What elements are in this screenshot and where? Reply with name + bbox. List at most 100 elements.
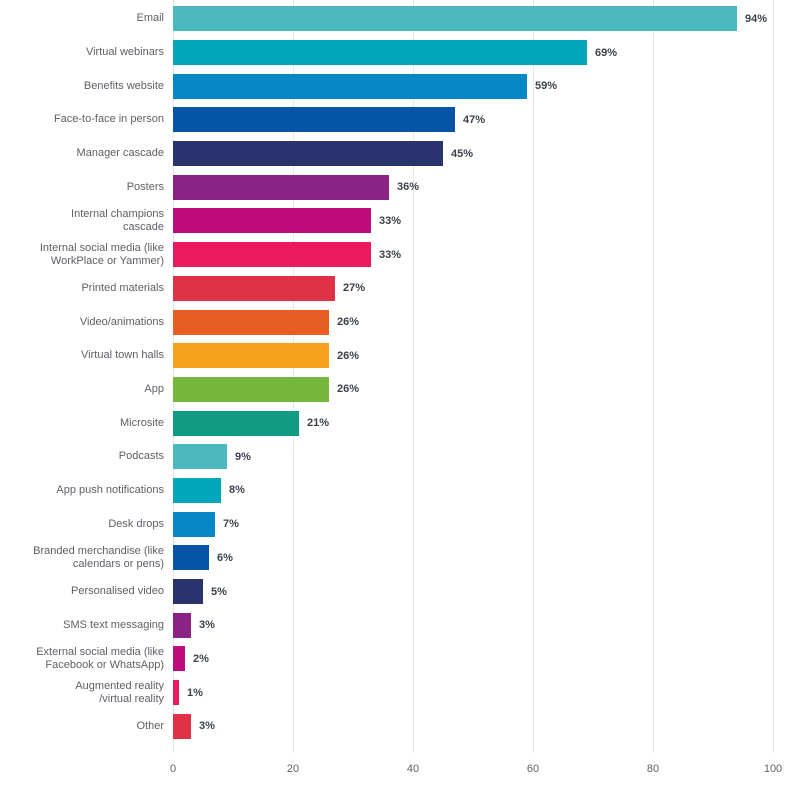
bar-track: 94% <box>173 6 800 32</box>
category-label: App <box>144 382 164 395</box>
value-label: 59% <box>535 80 558 93</box>
bar-track: 5% <box>173 579 800 605</box>
bar-track: 59% <box>173 73 800 99</box>
value-label: 3% <box>199 619 215 632</box>
bar <box>173 73 527 99</box>
bar-track: 3% <box>173 612 800 638</box>
bar-track: 1% <box>173 680 800 706</box>
bar-track: 45% <box>173 141 800 167</box>
value-label: 1% <box>187 686 203 699</box>
bar-row: Posters 36% <box>0 170 800 204</box>
bar-row: Branded merchandise (like calendars or p… <box>0 541 800 575</box>
category-label: Virtual town halls <box>81 349 164 362</box>
category-label: Branded merchandise (like calendars or p… <box>33 544 164 570</box>
bar-row: Virtual town halls 26% <box>0 339 800 373</box>
category-label: Personalised video <box>71 585 164 598</box>
x-axis: 0 20 40 60 80 100 <box>169 763 782 783</box>
gridline <box>293 0 294 753</box>
bar-track: 26% <box>173 376 800 402</box>
bar <box>173 376 329 402</box>
bar-track: 3% <box>173 713 800 739</box>
gridlines <box>173 0 774 753</box>
bar <box>173 242 371 268</box>
bar-row: App push notifications 8% <box>0 474 800 508</box>
category-label: Email <box>136 12 164 25</box>
bar-track: 27% <box>173 275 800 301</box>
value-label: 94% <box>745 12 768 25</box>
bar-row: Internal social media (like WorkPlace or… <box>0 238 800 272</box>
bar <box>173 545 209 571</box>
bar-track: 6% <box>173 545 800 571</box>
bar <box>173 174 389 200</box>
bar <box>173 511 215 537</box>
category-label: Desk drops <box>108 517 164 530</box>
bar-track: 2% <box>173 646 800 672</box>
value-label: 26% <box>337 383 360 396</box>
value-label: 6% <box>217 551 233 564</box>
bar-row: Face-to-face in person 47% <box>0 103 800 137</box>
bar <box>173 107 455 133</box>
bar <box>173 477 221 503</box>
category-label: Manager cascade <box>76 147 164 160</box>
bar-row: Podcasts 9% <box>0 440 800 474</box>
bar-row: Internal champions cascade 33% <box>0 204 800 238</box>
category-label: Virtual webinars <box>85 46 164 59</box>
bar <box>173 579 203 605</box>
category-label: SMS text messaging <box>63 618 164 631</box>
bar <box>173 343 329 369</box>
value-label: 27% <box>343 282 366 295</box>
x-tick-label: 0 <box>169 763 177 775</box>
category-label: Microsite <box>119 416 164 429</box>
bar-track: 69% <box>173 40 800 66</box>
category-label: Internal champions cascade <box>71 207 164 233</box>
bar <box>173 141 443 167</box>
category-label: Video/animations <box>79 315 164 328</box>
category-label: Internal social media (like WorkPlace or… <box>39 241 164 267</box>
bar-row: Video/animations 26% <box>0 305 800 339</box>
value-label: 33% <box>379 248 402 261</box>
bar-track: 21% <box>173 410 800 436</box>
bar-row: Microsite 21% <box>0 406 800 440</box>
bar-row: Augmented reality /virtual reality 1% <box>0 676 800 710</box>
bar-row: External social media (like Facebook or … <box>0 642 800 676</box>
bar-row: Personalised video 5% <box>0 575 800 609</box>
gridline <box>413 0 414 753</box>
gridline <box>533 0 534 753</box>
bar <box>173 713 191 739</box>
bar <box>173 680 179 706</box>
bar <box>173 208 371 234</box>
value-label: 26% <box>337 316 360 329</box>
category-label: Benefits website <box>83 79 164 92</box>
bar-row: Manager cascade 45% <box>0 137 800 171</box>
value-label: 33% <box>379 214 402 227</box>
gridline <box>653 0 654 753</box>
bar-row: Benefits website 59% <box>0 69 800 103</box>
x-tick-label: 80 <box>646 763 660 775</box>
bar-track: 8% <box>173 477 800 503</box>
bar-track: 36% <box>173 174 800 200</box>
value-label: 2% <box>193 652 209 665</box>
bar <box>173 6 737 32</box>
bar <box>173 410 299 436</box>
category-label: App push notifications <box>56 483 164 496</box>
bar-track: 26% <box>173 343 800 369</box>
category-label: Printed materials <box>81 281 164 294</box>
category-label: External social media (like Facebook or … <box>36 645 164 671</box>
value-label: 69% <box>595 46 618 59</box>
bar-track: 26% <box>173 309 800 335</box>
gridline <box>173 0 174 753</box>
x-tick-label: 40 <box>406 763 420 775</box>
x-tick-label: 20 <box>286 763 300 775</box>
bar <box>173 612 191 638</box>
bar-row: Virtual webinars 69% <box>0 36 800 70</box>
category-label: Augmented reality /virtual reality <box>75 679 164 705</box>
value-label: 45% <box>451 147 474 160</box>
bar-track: 33% <box>173 242 800 268</box>
bar <box>173 275 335 301</box>
bar-row: App 26% <box>0 373 800 407</box>
bar-row: Printed materials 27% <box>0 272 800 306</box>
bar <box>173 40 587 66</box>
value-label: 3% <box>199 720 215 733</box>
bar-track: 47% <box>173 107 800 133</box>
